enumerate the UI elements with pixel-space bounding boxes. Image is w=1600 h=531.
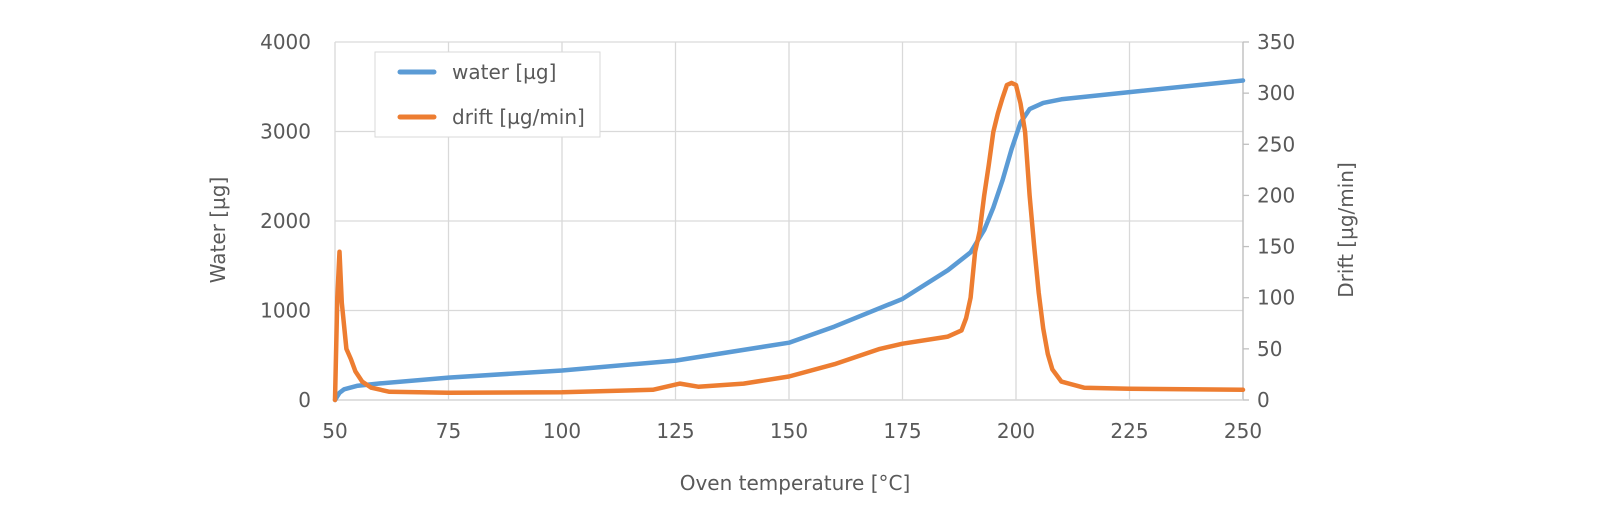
- y-tick-label: 0: [298, 388, 311, 412]
- y-tick-label: 4000: [260, 30, 311, 54]
- x-tick-label: 200: [997, 419, 1035, 443]
- x-axis-title: Oven temperature [°C]: [680, 471, 911, 495]
- y2-tick-label: 50: [1257, 337, 1282, 361]
- y-tick-label: 2000: [260, 209, 311, 233]
- y2-tick-label: 0: [1257, 388, 1270, 412]
- y2-tick-label: 300: [1257, 81, 1295, 105]
- legend-label-drift: drift [µg/min]: [452, 105, 585, 129]
- y2-tick-label: 350: [1257, 30, 1295, 54]
- x-tick-label: 100: [543, 419, 581, 443]
- y2-tick-label: 150: [1257, 235, 1295, 259]
- y2-axis-title: Drift [µg/min]: [1334, 162, 1358, 298]
- y2-tick-label: 100: [1257, 286, 1295, 310]
- legend-box: [374, 51, 601, 138]
- y-tick-label: 3000: [260, 120, 311, 144]
- y2-tick-label: 200: [1257, 183, 1295, 207]
- series-line-drift: [332, 80, 1246, 403]
- y2-tick-label: 250: [1257, 132, 1295, 156]
- legend-label-water: water [µg]: [452, 60, 556, 84]
- x-tick-label: 225: [1110, 419, 1148, 443]
- series-layer: [332, 78, 1246, 403]
- y-axis-title: Water [µg]: [206, 177, 230, 284]
- x-tick-label: 250: [1224, 419, 1262, 443]
- x-tick-label: 175: [883, 419, 921, 443]
- y-tick-label: 1000: [260, 299, 311, 323]
- x-tick-label: 50: [322, 419, 347, 443]
- x-tick-label: 125: [656, 419, 694, 443]
- x-tick-label: 150: [770, 419, 808, 443]
- legend: water [µg] drift [µg/min]: [374, 51, 601, 138]
- x-tick-label: 75: [436, 419, 461, 443]
